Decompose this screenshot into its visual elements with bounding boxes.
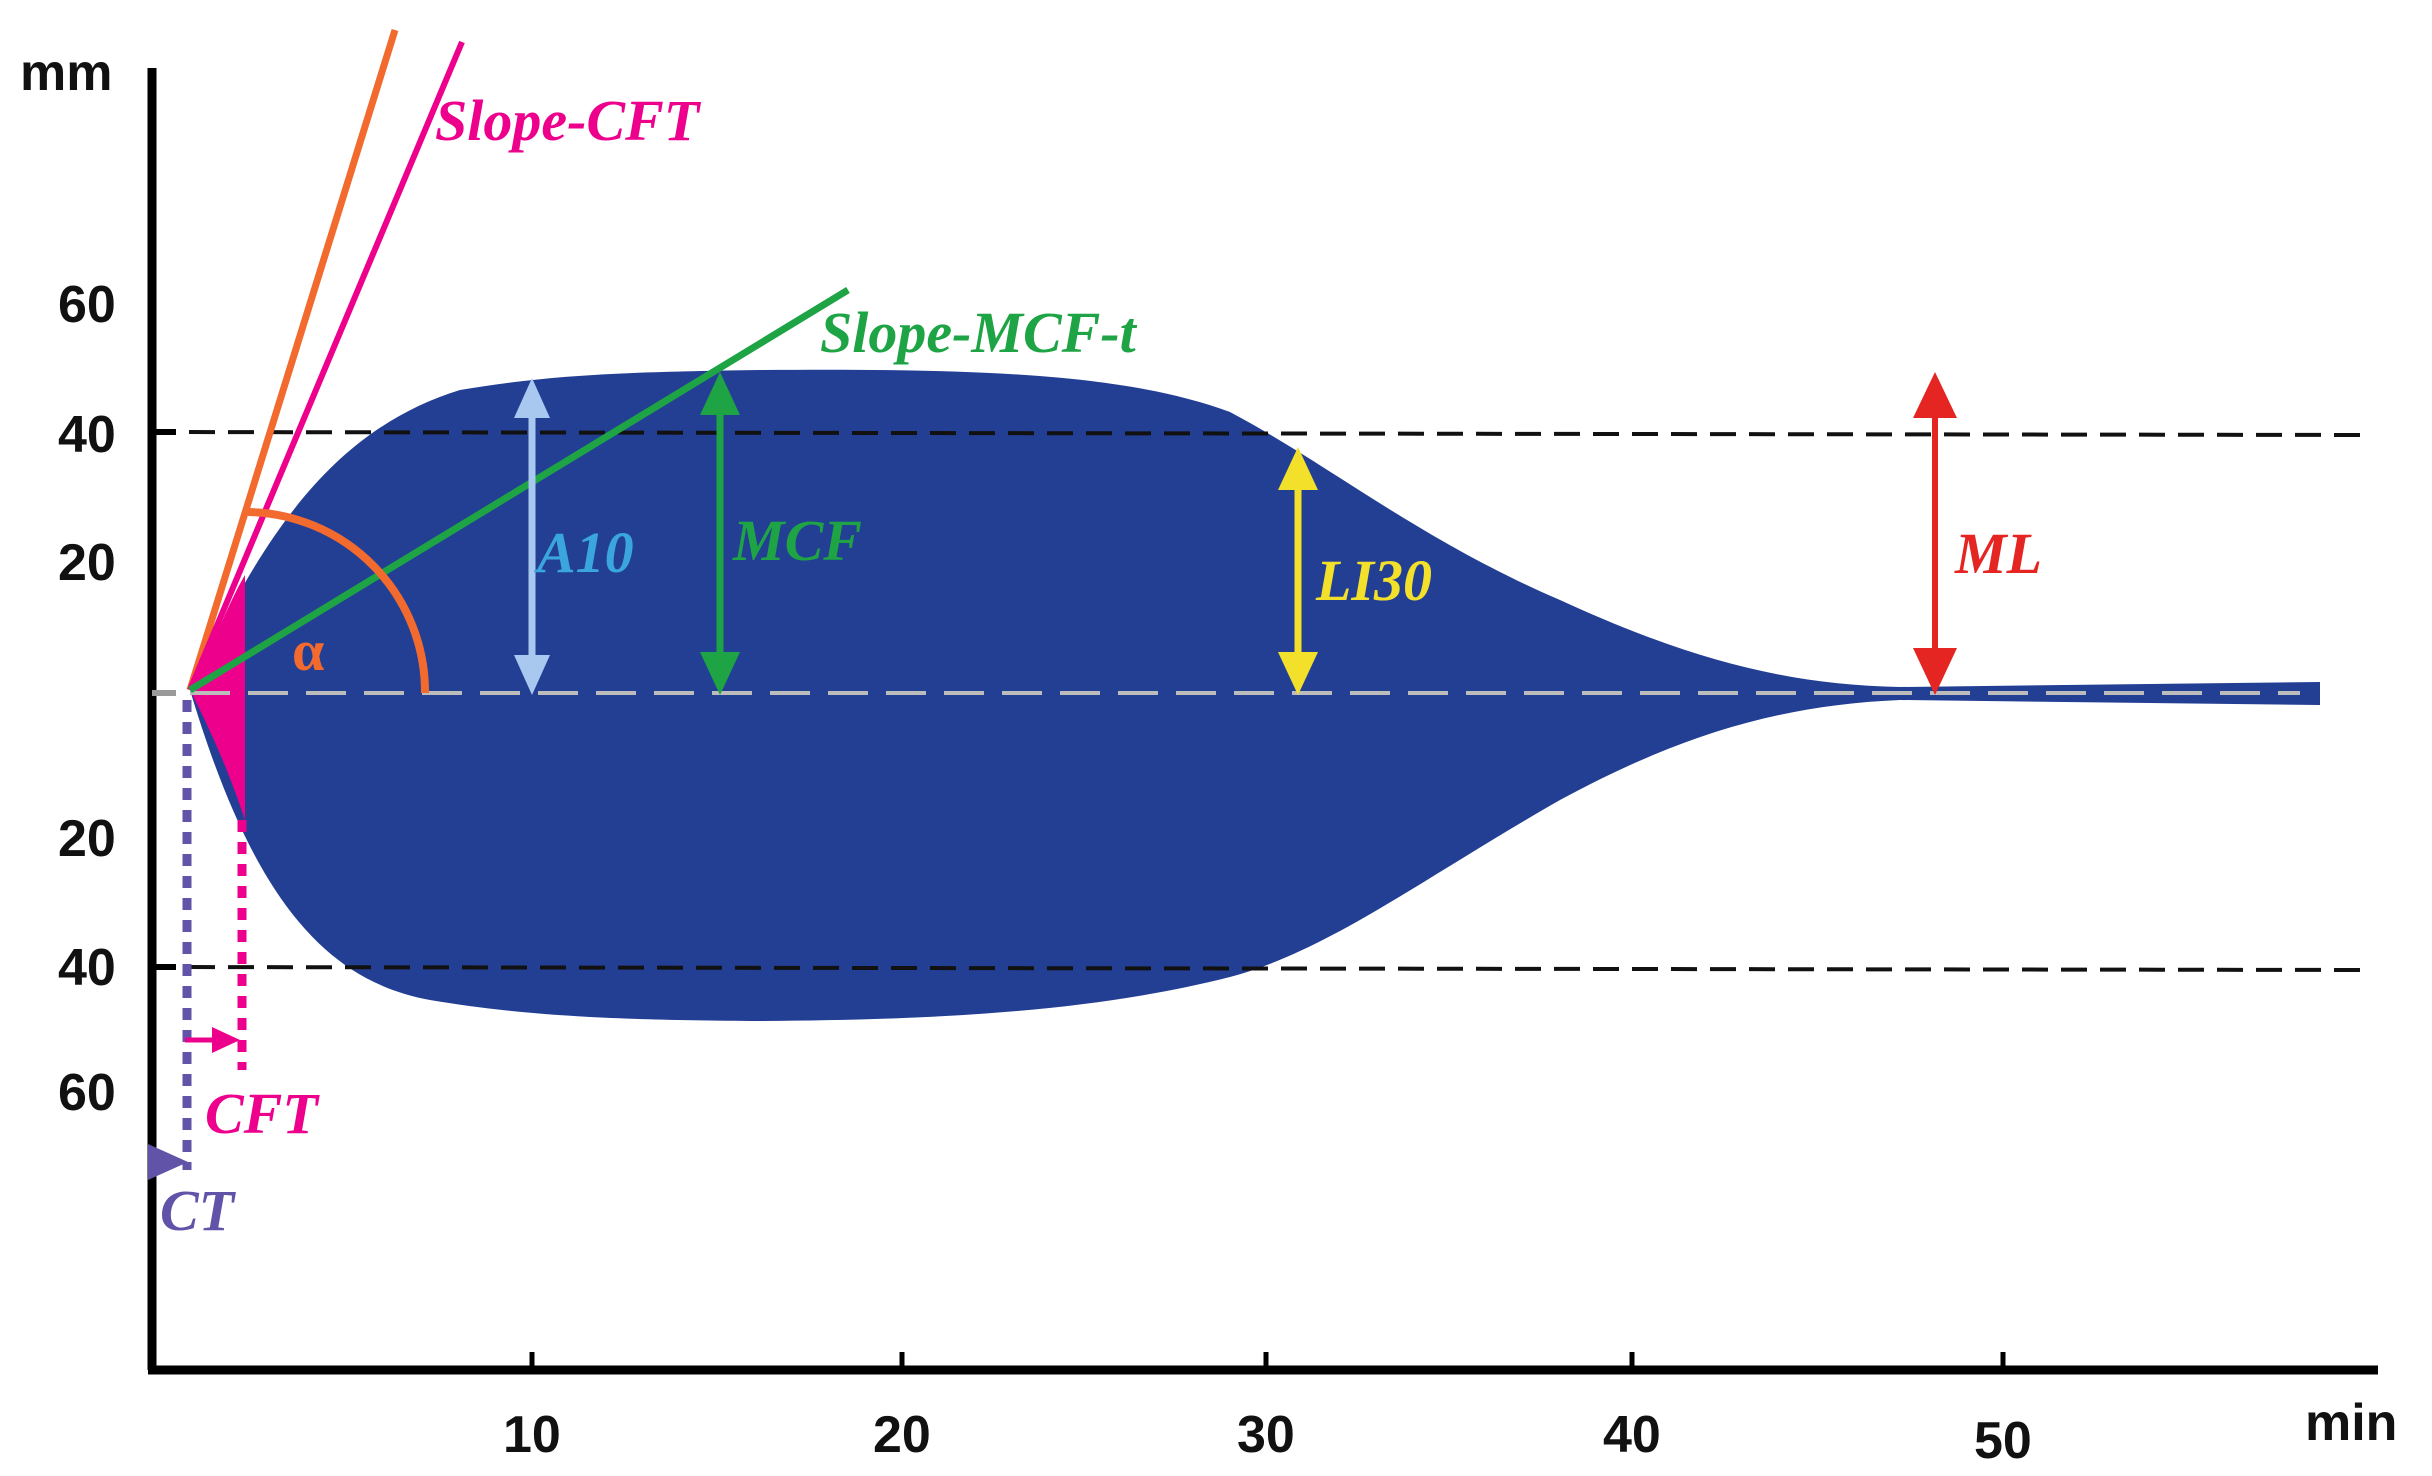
y-tick-label-20-upper: 20 bbox=[58, 534, 116, 592]
ml-arrowhead-up bbox=[1913, 372, 1957, 418]
upper-40-dashed-line bbox=[149, 430, 2373, 437]
a10-arrowhead-down bbox=[514, 655, 550, 695]
a10-label: A10 bbox=[534, 520, 634, 585]
x-tick-label-40: 40 bbox=[1603, 1406, 1661, 1464]
mcf-arrowhead-down bbox=[700, 652, 740, 695]
slope-cft-line bbox=[187, 40, 465, 692]
li30-label: LI30 bbox=[1315, 548, 1432, 613]
y-tick-label-40-upper: 40 bbox=[58, 406, 116, 464]
lower-40-dashed-line bbox=[149, 965, 2373, 972]
ml-label: ML bbox=[1954, 521, 2042, 586]
li30-arrowhead-down bbox=[1278, 652, 1318, 695]
cft-region-shape bbox=[190, 575, 245, 820]
y-tick-label-20-lower: 20 bbox=[58, 810, 116, 868]
mcf-label: MCF bbox=[732, 508, 862, 573]
a10-arrowhead-up bbox=[514, 378, 550, 418]
alpha-tangent-line bbox=[186, 28, 399, 692]
y-tick-label-60-lower: 60 bbox=[58, 1064, 116, 1122]
ct-arrowhead bbox=[148, 1144, 188, 1180]
alpha-label: α bbox=[292, 618, 324, 683]
clot-trace-shape bbox=[190, 369, 2320, 1021]
x-tick-label-20: 20 bbox=[873, 1406, 931, 1464]
y-tick-label-40-lower: 40 bbox=[58, 939, 116, 997]
li30-arrowhead-up bbox=[1278, 447, 1318, 490]
slope-cft-label: Slope-CFT bbox=[435, 88, 702, 153]
y-tick-label-60-upper: 60 bbox=[58, 276, 116, 334]
ct-label: CT bbox=[160, 1178, 237, 1243]
ml-arrowhead-down bbox=[1913, 648, 1957, 695]
cft-label: CFT bbox=[205, 1081, 320, 1146]
alpha-arc bbox=[247, 508, 430, 694]
x-tick-label-10: 10 bbox=[503, 1406, 561, 1464]
cft-arrowhead bbox=[212, 1027, 240, 1053]
x-tick-label-30: 30 bbox=[1237, 1406, 1295, 1464]
mcf-arrowhead-up bbox=[700, 372, 740, 415]
slope-mcf-t-label: Slope-MCF-t bbox=[820, 300, 1138, 365]
y-axis-unit: mm bbox=[20, 44, 112, 102]
x-axis-unit: min bbox=[2305, 1394, 2397, 1452]
x-tick-label-50: 50 bbox=[1974, 1412, 2032, 1470]
slope-mcf-t-line bbox=[188, 287, 850, 693]
